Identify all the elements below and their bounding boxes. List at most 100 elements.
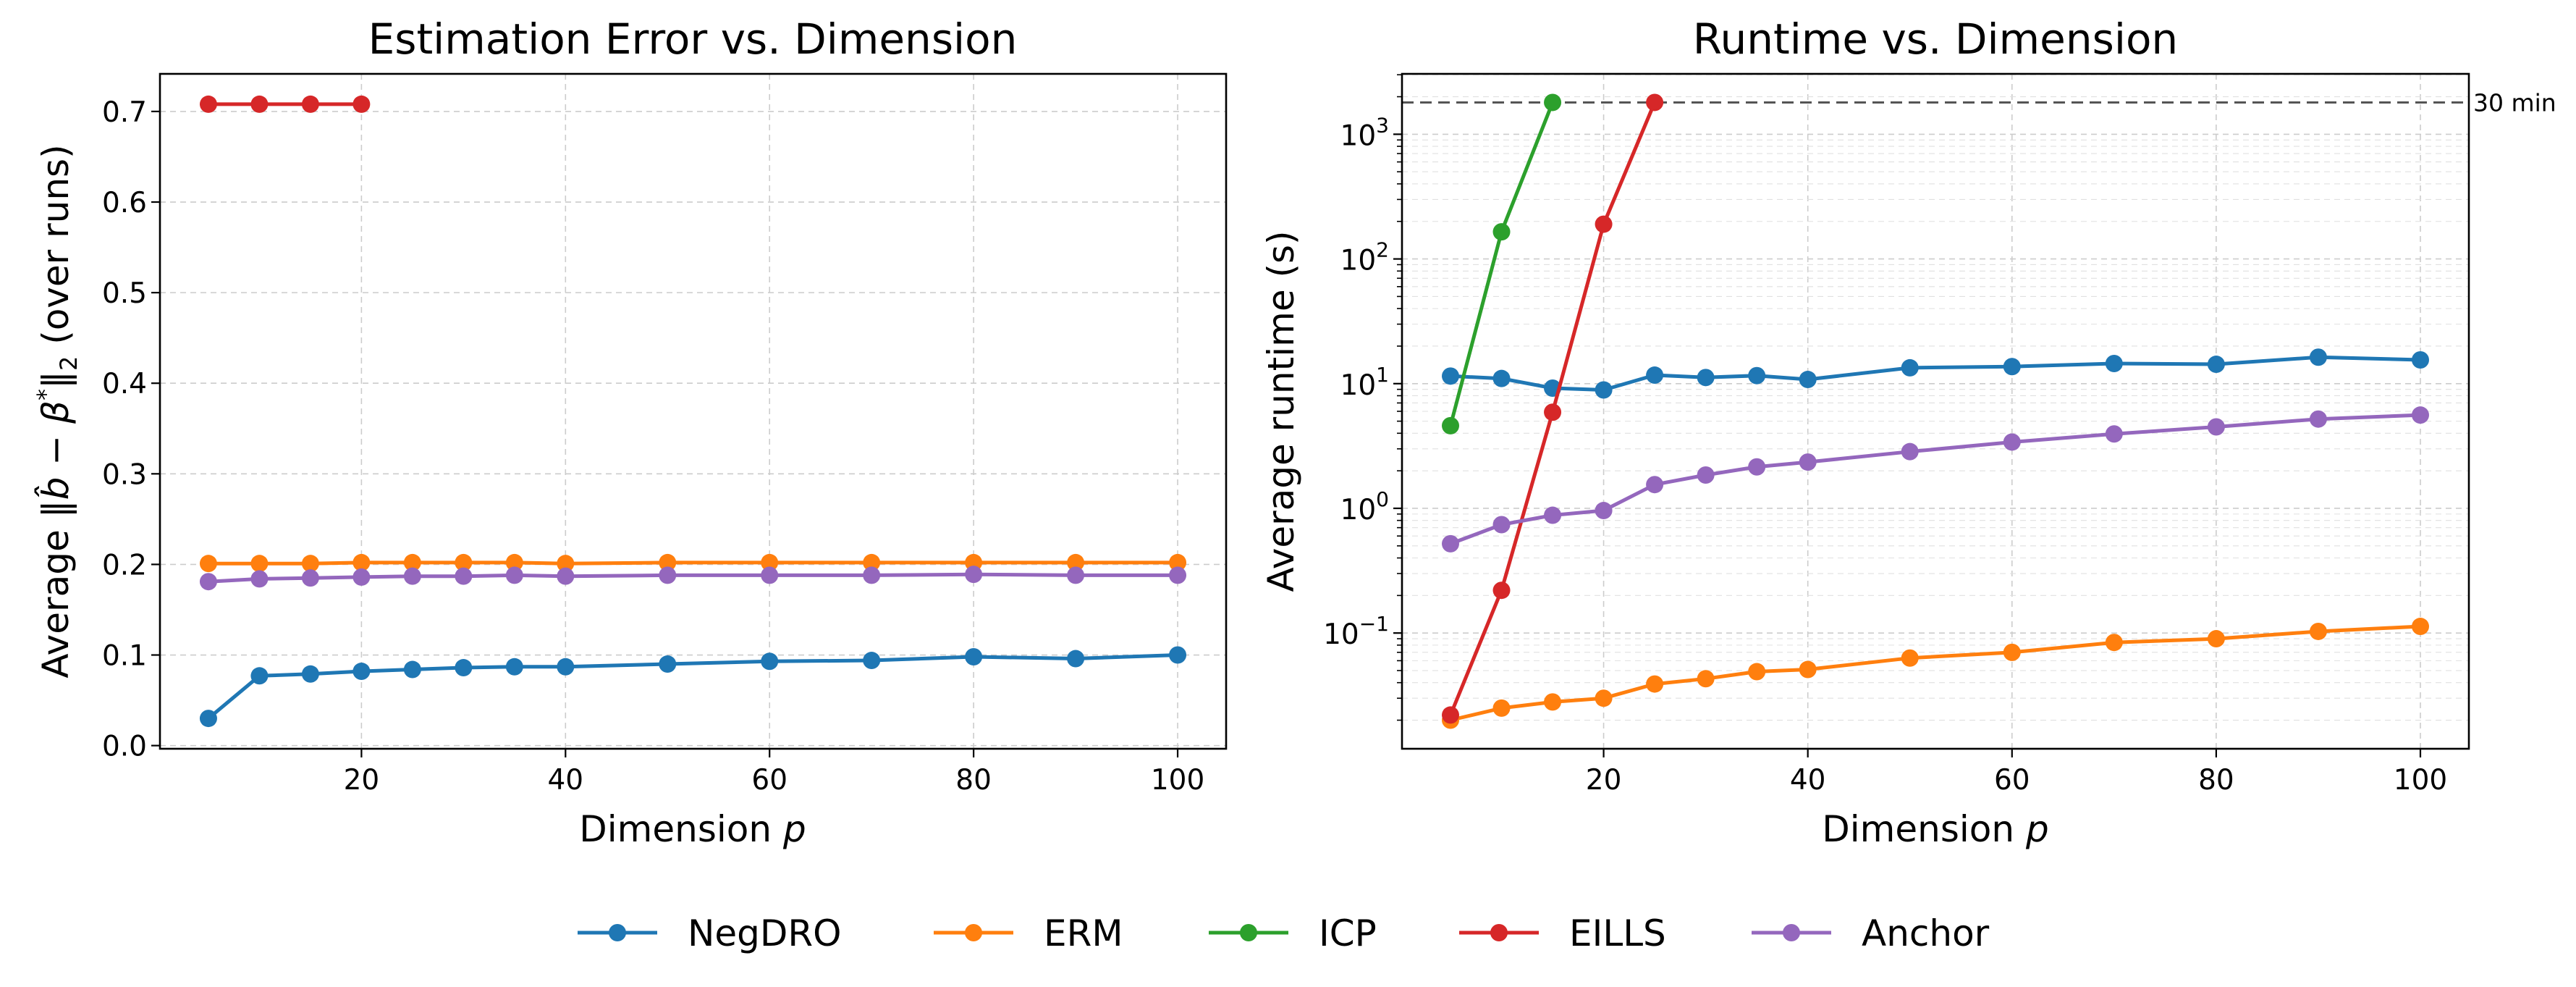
data-point-anchor[interactable] [1901, 442, 1919, 461]
data-point-erm[interactable] [659, 553, 677, 571]
data-point-anchor[interactable] [1067, 566, 1085, 584]
data-point-anchor[interactable] [403, 567, 421, 585]
data-point-erm[interactable] [1748, 663, 1766, 681]
data-point-anchor[interactable] [352, 568, 371, 586]
data-point-anchor[interactable] [1492, 516, 1511, 534]
data-point-eills[interactable] [301, 95, 319, 113]
data-point-eills[interactable] [352, 95, 371, 113]
data-point-eills[interactable] [1646, 93, 1664, 112]
data-point-negdro[interactable] [1442, 367, 1459, 385]
data-point-negdro[interactable] [1169, 646, 1187, 664]
data-point-negdro[interactable] [2309, 348, 2327, 366]
data-point-negdro[interactable] [863, 652, 881, 670]
data-point-erm[interactable] [761, 553, 779, 571]
data-point-erm[interactable] [2309, 622, 2327, 640]
data-point-negdro[interactable] [250, 667, 269, 685]
data-point-anchor[interactable] [1697, 466, 1715, 484]
data-point-erm[interactable] [1067, 553, 1085, 571]
data-point-negdro[interactable] [2412, 351, 2429, 369]
data-point-anchor[interactable] [863, 566, 881, 584]
data-point-anchor[interactable] [2309, 410, 2327, 428]
data-point-eills[interactable] [250, 95, 269, 113]
data-point-anchor[interactable] [965, 566, 983, 584]
data-point-anchor[interactable] [2412, 406, 2429, 424]
data-point-anchor[interactable] [2105, 425, 2123, 443]
data-point-erm[interactable] [2412, 618, 2429, 636]
data-point-erm[interactable] [250, 555, 269, 573]
data-point-negdro[interactable] [505, 658, 523, 676]
data-point-icp[interactable] [1544, 93, 1562, 112]
data-point-erm[interactable] [1901, 649, 1919, 667]
data-point-erm[interactable] [505, 553, 523, 571]
data-point-negdro[interactable] [301, 665, 319, 683]
legend-marker [609, 924, 626, 941]
data-point-anchor[interactable] [761, 566, 779, 584]
legend-item-negdro[interactable]: NegDRO [578, 912, 842, 954]
data-point-erm[interactable] [1799, 660, 1817, 679]
data-point-erm[interactable] [557, 555, 575, 573]
data-point-negdro[interactable] [1067, 650, 1085, 668]
data-point-anchor[interactable] [199, 573, 217, 591]
data-point-negdro[interactable] [1748, 366, 1766, 385]
data-point-negdro[interactable] [2207, 356, 2225, 374]
data-point-eills[interactable] [1544, 403, 1562, 421]
data-point-negdro[interactable] [1492, 369, 1511, 387]
data-point-erm[interactable] [1595, 689, 1613, 707]
data-point-eills[interactable] [1595, 215, 1613, 233]
data-point-negdro[interactable] [352, 663, 371, 681]
data-point-anchor[interactable] [1748, 458, 1766, 476]
data-point-erm[interactable] [1646, 675, 1664, 693]
data-point-negdro[interactable] [659, 655, 677, 673]
data-point-anchor[interactable] [1799, 453, 1817, 471]
data-point-erm[interactable] [2207, 630, 2225, 648]
data-point-anchor[interactable] [1595, 502, 1613, 520]
data-point-anchor[interactable] [455, 567, 473, 585]
data-point-negdro[interactable] [455, 659, 473, 677]
data-point-eills[interactable] [199, 95, 217, 113]
data-point-erm[interactable] [403, 553, 421, 571]
data-point-erm[interactable] [2003, 643, 2021, 661]
data-point-negdro[interactable] [1901, 358, 1919, 377]
data-point-anchor[interactable] [505, 566, 523, 584]
data-point-erm[interactable] [1492, 699, 1511, 717]
data-point-negdro[interactable] [2105, 355, 2123, 373]
data-point-erm[interactable] [863, 553, 881, 571]
data-point-anchor[interactable] [1442, 534, 1459, 553]
data-point-anchor[interactable] [250, 570, 269, 588]
legend-item-anchor[interactable]: Anchor [1752, 912, 1990, 954]
data-point-anchor[interactable] [659, 566, 677, 584]
data-point-anchor[interactable] [1646, 476, 1664, 494]
data-point-anchor[interactable] [2003, 433, 2021, 451]
data-point-erm[interactable] [1544, 693, 1562, 711]
data-point-anchor[interactable] [301, 569, 319, 587]
data-point-erm[interactable] [2105, 634, 2123, 652]
data-point-anchor[interactable] [1169, 566, 1187, 584]
data-point-negdro[interactable] [199, 710, 217, 728]
data-point-erm[interactable] [199, 555, 217, 573]
legend-item-erm[interactable]: ERM [934, 912, 1123, 954]
data-point-anchor[interactable] [557, 567, 575, 585]
legend-item-icp[interactable]: ICP [1209, 912, 1377, 954]
legend-item-eills[interactable]: EILLS [1459, 912, 1666, 954]
data-point-negdro[interactable] [965, 648, 983, 666]
data-point-negdro[interactable] [557, 658, 575, 676]
data-point-icp[interactable] [1492, 223, 1511, 241]
data-point-icp[interactable] [1442, 416, 1459, 434]
data-point-eills[interactable] [1442, 706, 1459, 724]
data-point-negdro[interactable] [1697, 369, 1715, 387]
data-point-erm[interactable] [1697, 670, 1715, 688]
data-point-erm[interactable] [301, 555, 319, 573]
y-tick-label: 0.7 [102, 96, 147, 129]
data-point-negdro[interactable] [761, 652, 779, 671]
data-point-anchor[interactable] [2207, 418, 2225, 436]
data-point-negdro[interactable] [1799, 371, 1817, 389]
data-point-erm[interactable] [352, 553, 371, 571]
data-point-negdro[interactable] [2003, 358, 2021, 376]
data-point-anchor[interactable] [1544, 506, 1562, 524]
data-point-eills[interactable] [1492, 581, 1511, 600]
data-point-negdro[interactable] [403, 660, 421, 679]
data-point-negdro[interactable] [1646, 366, 1664, 385]
data-point-erm[interactable] [1169, 553, 1187, 571]
data-point-erm[interactable] [455, 553, 473, 571]
data-point-negdro[interactable] [1595, 381, 1613, 399]
